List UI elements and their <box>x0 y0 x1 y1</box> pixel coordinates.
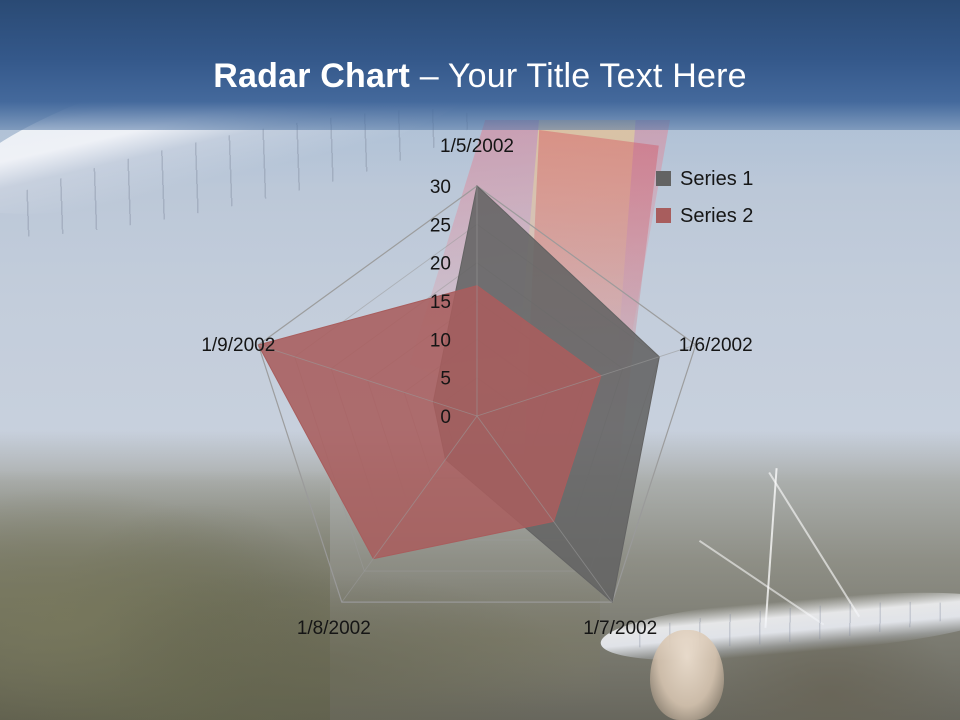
axis-tick-label-5: 5 <box>440 369 451 390</box>
category-label-1-9-2002: 1/9/2002 <box>201 335 275 356</box>
page-title: Radar Chart – Your Title Text Here <box>0 57 960 96</box>
radar-labels: 0 5 10 15 20 25 30 1/5/2002 1/6/2002 1/7/2002 1/8/… <box>201 136 752 639</box>
radar-series <box>257 185 660 604</box>
radar-spokes <box>258 186 696 603</box>
legend-swatch-series-1 <box>656 171 671 186</box>
category-label-1-6-2002: 1/6/2002 <box>679 335 753 356</box>
axis-tick-label-30: 30 <box>430 177 451 198</box>
title-separator: – <box>410 57 448 95</box>
axis-tick-label-15: 15 <box>430 292 451 313</box>
axis-tick-label-20: 20 <box>430 254 451 275</box>
title-light-part: Your Title Text Here <box>447 57 747 95</box>
legend-label-series-2: Series 2 <box>680 204 754 227</box>
background-grass-mid <box>120 560 600 720</box>
axis-tick-label-25: 25 <box>430 215 451 236</box>
title-bold-part: Radar Chart <box>213 57 411 95</box>
pilot-hand <box>650 630 724 720</box>
axis-tick-label-0: 0 <box>440 407 451 428</box>
legend-label-series-1: Series 1 <box>680 167 754 190</box>
title-band <box>0 0 960 130</box>
chart-legend: Series 1 Series 2 <box>656 160 753 234</box>
category-label-1-8-2002: 1/8/2002 <box>297 618 371 639</box>
category-label-1-7-2002: 1/7/2002 <box>583 618 657 639</box>
category-label-1-5-2002: 1/5/2002 <box>440 136 514 157</box>
axis-tick-label-10: 10 <box>430 330 451 351</box>
legend-swatch-series-2 <box>656 208 671 223</box>
legend-item-series-1[interactable]: Series 1 <box>656 160 753 197</box>
legend-item-series-2[interactable]: Series 2 <box>656 197 753 234</box>
